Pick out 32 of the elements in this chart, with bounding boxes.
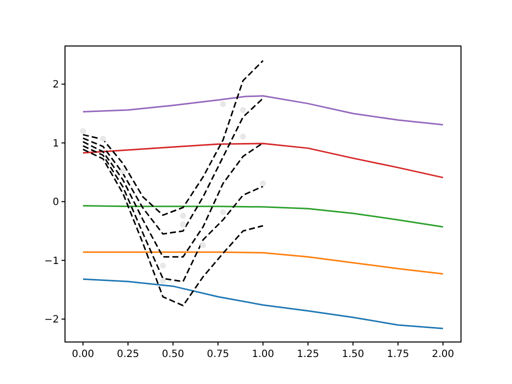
point — [160, 262, 166, 269]
point — [260, 180, 266, 186]
point — [160, 278, 166, 284]
x-tick-label: 1.75 — [386, 349, 410, 360]
line-series — [82, 142, 444, 178]
x-tick-label: 1.50 — [342, 349, 364, 360]
point — [120, 168, 126, 174]
x-tick-label: 2.00 — [432, 349, 454, 360]
point — [100, 136, 106, 142]
y-tick-label: 0 — [52, 197, 59, 208]
y-tick-label: −2 — [44, 314, 59, 326]
x-tick-label: 0.00 — [72, 349, 94, 360]
y-tick-label: 2 — [52, 80, 59, 91]
x-tick-label: 0.50 — [162, 349, 184, 360]
line-series — [82, 204, 444, 228]
line-series — [82, 278, 444, 330]
line-series — [82, 95, 444, 126]
point — [220, 101, 226, 108]
point — [220, 209, 226, 216]
point — [80, 128, 86, 134]
line-series — [82, 148, 264, 306]
line-series — [82, 251, 444, 275]
x-tick-label: 1.25 — [296, 349, 320, 360]
x-tick-label: 1.00 — [252, 349, 274, 360]
line-series — [82, 98, 264, 235]
x-tick-label: 0.25 — [116, 349, 140, 360]
y-tick-label: 1 — [52, 138, 59, 150]
point — [180, 222, 186, 228]
x-tick-label: 0.75 — [206, 349, 230, 360]
y-tick-label: −1 — [44, 256, 59, 267]
point — [240, 107, 246, 114]
point — [200, 242, 206, 248]
